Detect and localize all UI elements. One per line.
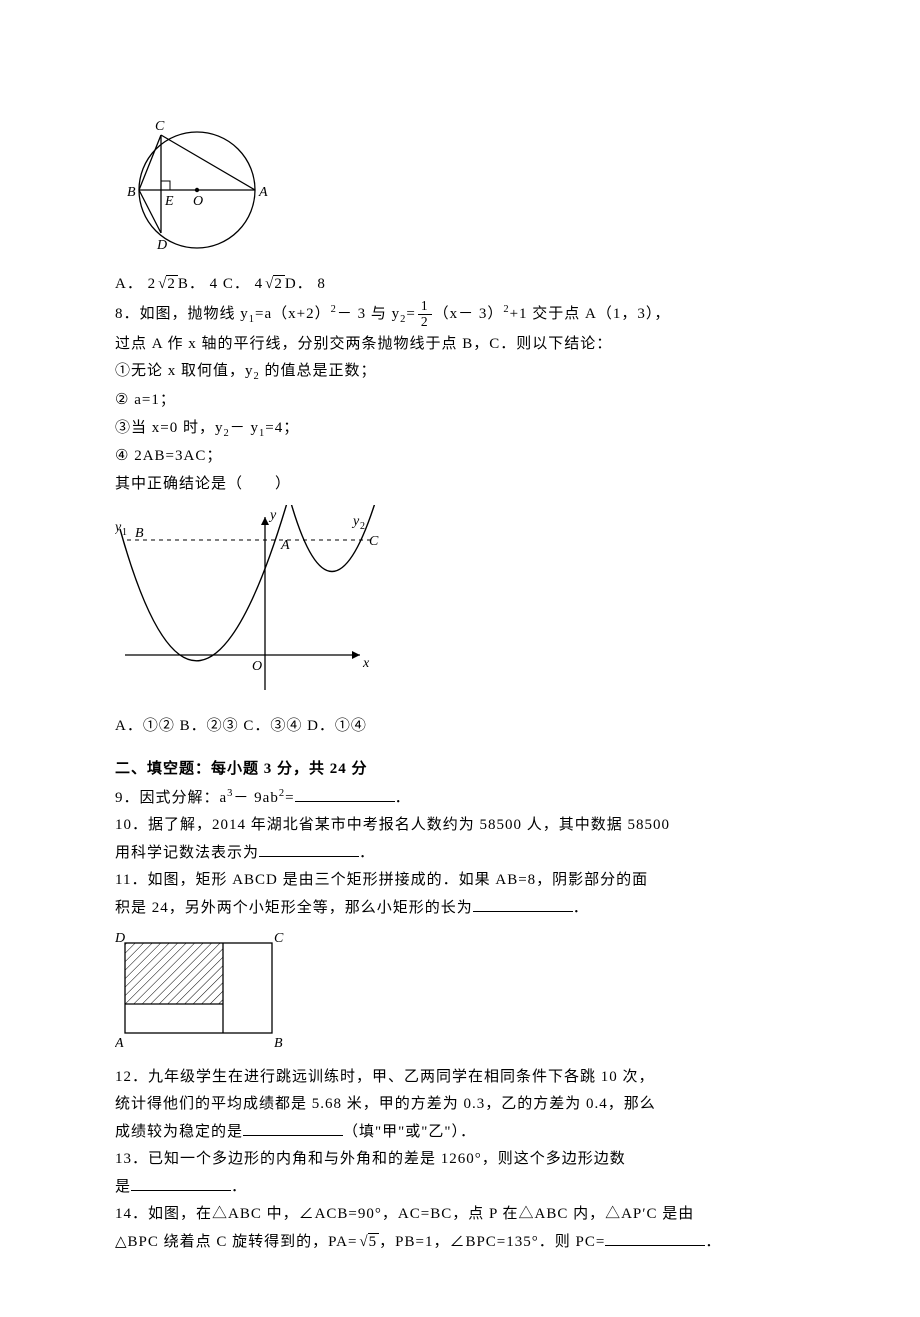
- q8-line5: ③当 x=0 时，y2－ y1=4；: [115, 416, 805, 443]
- svg-text:y: y: [115, 520, 122, 535]
- q7-opt-c-pre: C． 4: [218, 276, 263, 292]
- svg-text:D: D: [115, 931, 125, 946]
- q8-l1b: =a（x+2）: [255, 306, 331, 322]
- q12-line2: 统计得他们的平均成绩都是 5.68 米，甲的方差为 0.3，乙的方差为 0.4，…: [115, 1092, 805, 1118]
- q11-line2: 积是 24，另外两个小矩形全等，那么小矩形的长为 ．: [115, 896, 805, 922]
- q8-l5b: － y: [230, 420, 259, 436]
- sqrt-icon: √2: [263, 272, 285, 298]
- q8-options: A．①② B．②③ C．③④ D．①④: [115, 714, 805, 740]
- radicand-2a: 2: [166, 275, 178, 292]
- radicand-5: 5: [368, 1233, 380, 1250]
- svg-text:E: E: [164, 194, 174, 209]
- q10-line1: 10．据了解，2014 年湖北省某市中考报名人数约为 58500 人，其中数据 …: [115, 813, 805, 839]
- q8-figure: y 1 B y A y 2 C O x: [115, 505, 805, 710]
- q11-l2a: 积是 24，另外两个小矩形全等，那么小矩形的长为: [115, 900, 473, 916]
- q11-figure: D C A B: [115, 929, 805, 1061]
- svg-text:y: y: [351, 514, 360, 529]
- q8-line2: 过点 A 作 x 轴的平行线，分别交两条抛物线于点 B，C．则以下结论：: [115, 332, 805, 358]
- q14-line1: 14．如图，在△ABC 中，∠ACB=90°，AC=BC，点 P 在△ABC 内…: [115, 1202, 805, 1228]
- q7-options: A． 2√2B． 4 C． 4√2D． 8: [115, 272, 805, 298]
- frac-num: 1: [418, 299, 432, 314]
- q8-l1c: － 3 与 y: [337, 306, 400, 322]
- svg-text:x: x: [362, 656, 370, 671]
- q8-l5c: =4；: [265, 420, 299, 436]
- parabola-diagram: y 1 B y A y 2 C O x: [115, 505, 385, 700]
- q14-line2: △BPC 绕着点 C 旋转得到的，PA=√5，PB=1，∠BPC=135°．则 …: [115, 1230, 805, 1256]
- q10-blank[interactable]: [259, 841, 359, 857]
- q8-l1d: =: [406, 306, 415, 322]
- svg-text:A: A: [280, 538, 290, 553]
- q12-line1: 12．九年级学生在进行跳远训练时，甲、乙两同学在相同条件下各跳 10 次，: [115, 1065, 805, 1091]
- page: C B E O A D A． 2√2B． 4 C． 4√2D． 8 8．如图，抛…: [0, 0, 920, 1317]
- q8-l1a: 8．如图，抛物线 y: [115, 306, 249, 322]
- q11-l2b: ．: [573, 900, 589, 916]
- q9-b: － 9ab: [233, 790, 278, 806]
- q13-l2a: 是: [115, 1179, 131, 1195]
- svg-text:O: O: [193, 194, 203, 209]
- q8-line3: ①无论 x 取何值，y2 的值总是正数；: [115, 359, 805, 386]
- q8-line1: 8．如图，抛物线 y1=a（x+2）2－ 3 与 y2=12（x－ 3）2+1 …: [115, 299, 805, 330]
- svg-text:C: C: [155, 119, 165, 134]
- section2-head: 二、填空题：每小题 3 分，共 24 分: [115, 757, 805, 783]
- q13-l2b: ．: [231, 1179, 247, 1195]
- q11-line1: 11．如图，矩形 ABCD 是由三个矩形拼接成的．如果 AB=8，阴影部分的面: [115, 868, 805, 894]
- q8-line7: 其中正确结论是（ ）: [115, 472, 805, 498]
- q7-opt-d: D． 8: [285, 276, 326, 292]
- q9-c: =: [285, 790, 294, 806]
- q14-l2b: ，PB=1，∠BPC=135°．则 PC=: [379, 1234, 605, 1250]
- fraction-half: 12: [418, 299, 432, 330]
- q7-opt-a-prefix: A．: [115, 276, 143, 292]
- svg-text:1: 1: [122, 527, 127, 538]
- q12-line3: 成绩较为稳定的是 （填"甲"或"乙"）．: [115, 1120, 805, 1146]
- q8-l1e: （x－ 3）: [434, 306, 504, 322]
- sqrt-icon: √5: [357, 1230, 379, 1256]
- q11-blank[interactable]: [473, 896, 573, 912]
- svg-text:B: B: [135, 526, 144, 541]
- q12-blank[interactable]: [243, 1120, 343, 1136]
- q9: 9．因式分解：a3－ 9ab2=．: [115, 785, 805, 812]
- q14-l2c: ．: [705, 1234, 721, 1250]
- q7-opt-a-coef: 2: [148, 276, 157, 292]
- q14-blank[interactable]: [605, 1230, 705, 1246]
- q9-tail: ．: [395, 790, 411, 806]
- q12-l3a: 成绩较为稳定的是: [115, 1124, 243, 1140]
- svg-text:A: A: [258, 185, 268, 200]
- q13-blank[interactable]: [131, 1175, 231, 1191]
- svg-text:B: B: [127, 185, 136, 200]
- q7-opt-b: B． 4: [178, 276, 218, 292]
- q8-l5a: ③当 x=0 时，y: [115, 420, 223, 436]
- svg-text:y: y: [268, 508, 277, 523]
- q10-line2: 用科学记数法表示为 ．: [115, 841, 805, 867]
- svg-text:2: 2: [360, 521, 365, 532]
- q10-l2b: ．: [359, 845, 375, 861]
- q7-figure: C B E O A D: [115, 108, 805, 268]
- svg-text:D: D: [156, 238, 167, 253]
- q8-line4: ② a=1；: [115, 388, 805, 414]
- svg-text:C: C: [274, 931, 284, 946]
- rectangle-diagram: D C A B: [115, 929, 290, 1051]
- svg-text:B: B: [274, 1036, 283, 1051]
- q14-l2a: △BPC 绕着点 C 旋转得到的，PA=: [115, 1234, 357, 1250]
- q8-l3b: 的值总是正数；: [260, 363, 377, 379]
- radicand-2b: 2: [273, 275, 285, 292]
- svg-text:C: C: [369, 534, 379, 549]
- q8-l3a: ①无论 x 取何值，y: [115, 363, 254, 379]
- q8-line6: ④ 2AB=3AC；: [115, 444, 805, 470]
- q12-l3b: （填"甲"或"乙"）．: [343, 1124, 476, 1140]
- circle-diagram: C B E O A D: [115, 108, 275, 258]
- svg-text:O: O: [252, 659, 262, 674]
- q10-l2a: 用科学记数法表示为: [115, 845, 259, 861]
- q9-a: 9．因式分解：a: [115, 790, 227, 806]
- svg-text:A: A: [115, 1036, 124, 1051]
- q13-line2: 是．: [115, 1175, 805, 1201]
- q9-blank[interactable]: [295, 786, 395, 802]
- sqrt-icon: √2: [156, 272, 178, 298]
- q13-line1: 13．已知一个多边形的内角和与外角和的差是 1260°，则这个多边形边数: [115, 1147, 805, 1173]
- frac-den: 2: [418, 314, 432, 330]
- q8-l1f: +1 交于点 A（1，3），: [510, 306, 671, 322]
